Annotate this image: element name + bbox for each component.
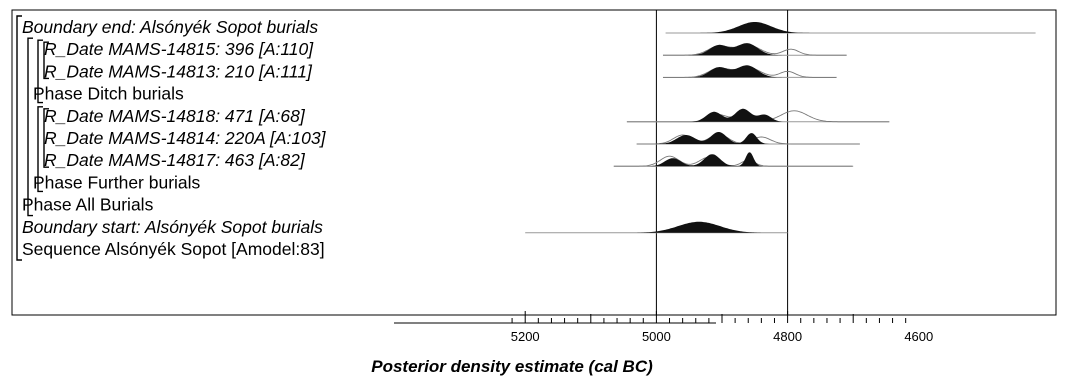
x-tick-label: 4800 [773,329,802,344]
row-date: R_Date MAMS-14814: 220A [A:103] [44,128,860,148]
bracket [37,106,43,193]
row-label: R_Date MAMS-14818: 471 [A:68] [44,106,306,126]
x-tick-label: 5000 [642,329,671,344]
row-label: Sequence Alsónyék Sopot [Amodel:83] [22,239,325,259]
row-date: R_Date MAMS-14817: 463 [A:82] [44,150,854,170]
posterior-fill [636,132,860,144]
row-boundary: Boundary start: Alsónyék Sopot burials [22,217,788,237]
x-tick-label: 5200 [511,329,540,344]
row-date: R_Date MAMS-14813: 210 [A:111] [44,61,837,81]
posterior-fill [525,221,788,233]
posterior-fill [663,65,837,78]
row-date: R_Date MAMS-14818: 471 [A:68] [44,106,890,126]
bracket [43,41,49,80]
bracket [27,37,33,217]
posterior-fill [663,43,847,56]
plot-frame [11,9,1057,316]
prior-outline [613,155,853,167]
row-label: Boundary start: Alsónyék Sopot burials [22,217,323,237]
row-label: R_Date MAMS-14815: 396 [A:110] [44,39,314,59]
row-boundary: Boundary end: Alsónyék Sopot burials [22,17,1036,37]
row-phase: Phase All Burials [22,195,154,215]
bracket [43,108,49,168]
model-brackets [16,15,49,261]
row-phase: Phase Further burials [33,172,201,192]
x-tick-label: 4600 [904,329,933,344]
posterior-fill [613,152,854,167]
row-label: Phase Ditch burials [33,84,184,104]
row-label: R_Date MAMS-14813: 210 [A:111] [44,61,313,81]
row-label: R_Date MAMS-14814: 220A [A:103] [44,128,327,148]
row-label: Phase All Burials [22,195,154,215]
row-phase: Phase Ditch burials [33,84,184,104]
row-label: Boundary end: Alsónyék Sopot burials [22,17,318,37]
row-label: Phase Further burials [33,172,201,192]
posterior-fill [665,22,1036,33]
bracket [37,39,43,104]
x-axis: 5200 5000 4800 4600 [394,311,933,344]
distribution-rows: Boundary end: Alsónyék Sopot burialsR_Da… [22,17,1036,259]
row-sequence: Sequence Alsónyék Sopot [Amodel:83] [22,239,325,259]
bracket [16,15,22,261]
posterior-fill [626,108,890,122]
row-date: R_Date MAMS-14815: 396 [A:110] [44,39,847,59]
row-label: R_Date MAMS-14817: 463 [A:82] [44,150,306,170]
x-axis-title: Posterior density estimate (cal BC) [371,357,653,376]
